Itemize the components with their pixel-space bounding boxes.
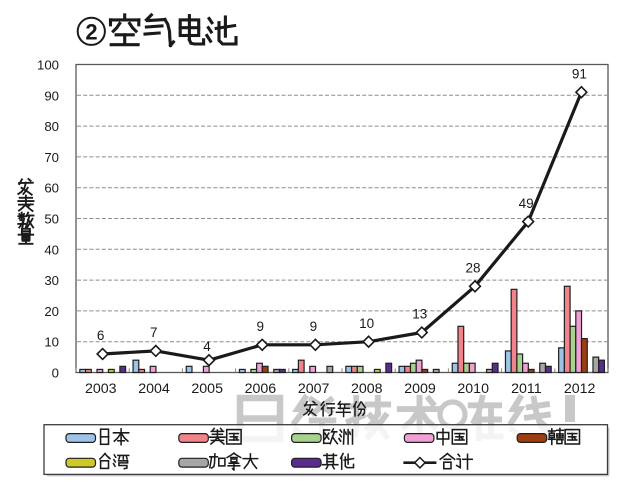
svg-text:49: 49 — [519, 196, 534, 211]
svg-text:9: 9 — [256, 319, 264, 334]
svg-text:70: 70 — [44, 150, 59, 165]
svg-text:100: 100 — [37, 58, 59, 73]
svg-text:2012: 2012 — [564, 381, 596, 397]
svg-text:7: 7 — [150, 325, 158, 340]
svg-text:10: 10 — [359, 316, 374, 331]
svg-text:2005: 2005 — [191, 381, 223, 397]
svg-text:2008: 2008 — [351, 381, 383, 397]
svg-text:2007: 2007 — [298, 381, 330, 397]
svg-text:2004: 2004 — [138, 381, 170, 397]
svg-text:60: 60 — [44, 181, 59, 196]
svg-text:2009: 2009 — [404, 381, 436, 397]
svg-text:4: 4 — [203, 339, 211, 354]
svg-text:50: 50 — [44, 212, 59, 227]
svg-text:28: 28 — [465, 261, 480, 276]
svg-text:2003: 2003 — [85, 381, 117, 397]
svg-text:0: 0 — [52, 366, 59, 381]
svg-text:90: 90 — [44, 88, 59, 103]
svg-text:40: 40 — [44, 242, 59, 257]
svg-text:10: 10 — [44, 335, 59, 350]
svg-text:2011: 2011 — [511, 381, 542, 397]
svg-text:91: 91 — [572, 66, 587, 81]
svg-text:6: 6 — [97, 328, 105, 343]
svg-text:20: 20 — [44, 304, 59, 319]
svg-text:2006: 2006 — [245, 381, 277, 397]
svg-text:2010: 2010 — [457, 381, 489, 397]
svg-text:30: 30 — [44, 273, 59, 288]
svg-text:9: 9 — [310, 319, 318, 334]
svg-text:2: 2 — [85, 20, 97, 45]
svg-text:13: 13 — [412, 307, 427, 322]
svg-text:80: 80 — [44, 119, 59, 134]
